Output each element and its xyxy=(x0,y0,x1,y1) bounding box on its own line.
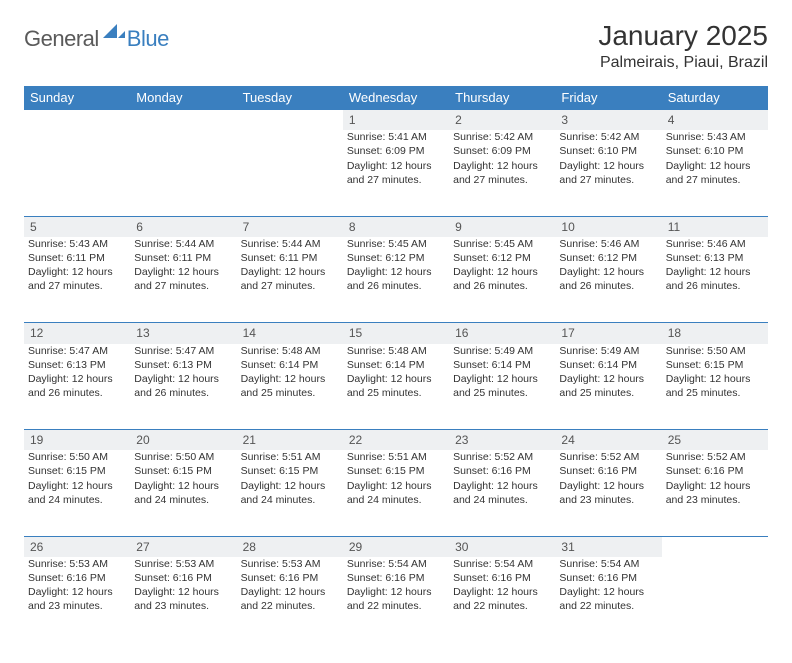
detail-row: Sunrise: 5:47 AMSunset: 6:13 PMDaylight:… xyxy=(24,344,768,430)
location-subtitle: Palmeirais, Piaui, Brazil xyxy=(598,54,768,72)
brand-sail-icon xyxy=(103,22,125,45)
day-detail: Sunrise: 5:50 AMSunset: 6:15 PMDaylight:… xyxy=(24,450,130,536)
day-number: 21 xyxy=(237,430,343,451)
day-detail: Sunrise: 5:45 AMSunset: 6:12 PMDaylight:… xyxy=(343,237,449,323)
day-number: 25 xyxy=(662,430,768,451)
day-number: 14 xyxy=(237,323,343,344)
day-number: 23 xyxy=(449,430,555,451)
day-detail: Sunrise: 5:53 AMSunset: 6:16 PMDaylight:… xyxy=(130,557,236,643)
day-detail: Sunrise: 5:48 AMSunset: 6:14 PMDaylight:… xyxy=(237,344,343,430)
weekday-header: Monday xyxy=(130,86,236,110)
day-number: 18 xyxy=(662,323,768,344)
brand-text-general: General xyxy=(24,26,99,52)
detail-row: Sunrise: 5:41 AMSunset: 6:09 PMDaylight:… xyxy=(24,130,768,216)
day-detail: Sunrise: 5:52 AMSunset: 6:16 PMDaylight:… xyxy=(555,450,661,536)
day-number: 19 xyxy=(24,430,130,451)
day-detail xyxy=(130,130,236,216)
day-number: 9 xyxy=(449,216,555,237)
day-number: 27 xyxy=(130,536,236,557)
weekday-header: Saturday xyxy=(662,86,768,110)
day-detail: Sunrise: 5:43 AMSunset: 6:11 PMDaylight:… xyxy=(24,237,130,323)
day-number: 26 xyxy=(24,536,130,557)
day-number: 3 xyxy=(555,110,661,131)
day-number: 24 xyxy=(555,430,661,451)
day-number: 1 xyxy=(343,110,449,131)
brand-text-blue: Blue xyxy=(127,26,169,52)
day-number: 11 xyxy=(662,216,768,237)
day-detail: Sunrise: 5:54 AMSunset: 6:16 PMDaylight:… xyxy=(449,557,555,643)
day-number: 16 xyxy=(449,323,555,344)
day-detail: Sunrise: 5:54 AMSunset: 6:16 PMDaylight:… xyxy=(555,557,661,643)
day-detail: Sunrise: 5:47 AMSunset: 6:13 PMDaylight:… xyxy=(130,344,236,430)
day-detail xyxy=(24,130,130,216)
day-detail: Sunrise: 5:47 AMSunset: 6:13 PMDaylight:… xyxy=(24,344,130,430)
day-detail xyxy=(237,130,343,216)
day-number: 15 xyxy=(343,323,449,344)
day-detail: Sunrise: 5:53 AMSunset: 6:16 PMDaylight:… xyxy=(24,557,130,643)
day-detail: Sunrise: 5:44 AMSunset: 6:11 PMDaylight:… xyxy=(130,237,236,323)
weekday-header: Wednesday xyxy=(343,86,449,110)
day-detail: Sunrise: 5:48 AMSunset: 6:14 PMDaylight:… xyxy=(343,344,449,430)
day-number: 6 xyxy=(130,216,236,237)
day-number xyxy=(130,110,236,131)
day-number xyxy=(24,110,130,131)
calendar-body: 1234Sunrise: 5:41 AMSunset: 6:09 PMDayli… xyxy=(24,110,768,643)
day-number: 2 xyxy=(449,110,555,131)
day-number: 30 xyxy=(449,536,555,557)
day-detail: Sunrise: 5:46 AMSunset: 6:12 PMDaylight:… xyxy=(555,237,661,323)
day-detail: Sunrise: 5:54 AMSunset: 6:16 PMDaylight:… xyxy=(343,557,449,643)
day-detail: Sunrise: 5:51 AMSunset: 6:15 PMDaylight:… xyxy=(343,450,449,536)
day-detail: Sunrise: 5:41 AMSunset: 6:09 PMDaylight:… xyxy=(343,130,449,216)
day-number: 29 xyxy=(343,536,449,557)
month-title: January 2025 xyxy=(598,20,768,52)
day-number: 8 xyxy=(343,216,449,237)
weekday-header: Tuesday xyxy=(237,86,343,110)
day-number xyxy=(237,110,343,131)
day-detail: Sunrise: 5:44 AMSunset: 6:11 PMDaylight:… xyxy=(237,237,343,323)
day-number: 7 xyxy=(237,216,343,237)
day-number: 22 xyxy=(343,430,449,451)
day-number xyxy=(662,536,768,557)
day-detail xyxy=(662,557,768,643)
calendar-table: Sunday Monday Tuesday Wednesday Thursday… xyxy=(24,86,768,643)
weekday-header: Sunday xyxy=(24,86,130,110)
day-detail: Sunrise: 5:49 AMSunset: 6:14 PMDaylight:… xyxy=(555,344,661,430)
day-number: 28 xyxy=(237,536,343,557)
day-detail: Sunrise: 5:43 AMSunset: 6:10 PMDaylight:… xyxy=(662,130,768,216)
day-detail: Sunrise: 5:42 AMSunset: 6:09 PMDaylight:… xyxy=(449,130,555,216)
weekday-header: Thursday xyxy=(449,86,555,110)
day-detail: Sunrise: 5:51 AMSunset: 6:15 PMDaylight:… xyxy=(237,450,343,536)
day-number: 4 xyxy=(662,110,768,131)
day-detail: Sunrise: 5:45 AMSunset: 6:12 PMDaylight:… xyxy=(449,237,555,323)
day-detail: Sunrise: 5:49 AMSunset: 6:14 PMDaylight:… xyxy=(449,344,555,430)
day-number: 31 xyxy=(555,536,661,557)
detail-row: Sunrise: 5:50 AMSunset: 6:15 PMDaylight:… xyxy=(24,450,768,536)
day-number: 13 xyxy=(130,323,236,344)
day-detail: Sunrise: 5:52 AMSunset: 6:16 PMDaylight:… xyxy=(449,450,555,536)
daynum-row: 1234 xyxy=(24,110,768,131)
title-block: January 2025 Palmeirais, Piaui, Brazil xyxy=(598,20,768,72)
calendar-page: General Blue January 2025 Palmeirais, Pi… xyxy=(0,0,792,663)
day-number: 20 xyxy=(130,430,236,451)
daynum-row: 262728293031 xyxy=(24,536,768,557)
day-detail: Sunrise: 5:46 AMSunset: 6:13 PMDaylight:… xyxy=(662,237,768,323)
weekday-header: Friday xyxy=(555,86,661,110)
day-number: 12 xyxy=(24,323,130,344)
day-detail: Sunrise: 5:50 AMSunset: 6:15 PMDaylight:… xyxy=(662,344,768,430)
day-detail: Sunrise: 5:52 AMSunset: 6:16 PMDaylight:… xyxy=(662,450,768,536)
daynum-row: 567891011 xyxy=(24,216,768,237)
day-number: 17 xyxy=(555,323,661,344)
day-detail: Sunrise: 5:53 AMSunset: 6:16 PMDaylight:… xyxy=(237,557,343,643)
page-header: General Blue January 2025 Palmeirais, Pi… xyxy=(24,20,768,72)
day-number: 5 xyxy=(24,216,130,237)
weekday-header-row: Sunday Monday Tuesday Wednesday Thursday… xyxy=(24,86,768,110)
day-number: 10 xyxy=(555,216,661,237)
day-detail: Sunrise: 5:50 AMSunset: 6:15 PMDaylight:… xyxy=(130,450,236,536)
detail-row: Sunrise: 5:43 AMSunset: 6:11 PMDaylight:… xyxy=(24,237,768,323)
detail-row: Sunrise: 5:53 AMSunset: 6:16 PMDaylight:… xyxy=(24,557,768,643)
daynum-row: 19202122232425 xyxy=(24,430,768,451)
daynum-row: 12131415161718 xyxy=(24,323,768,344)
brand-logo: General Blue xyxy=(24,26,169,52)
day-detail: Sunrise: 5:42 AMSunset: 6:10 PMDaylight:… xyxy=(555,130,661,216)
